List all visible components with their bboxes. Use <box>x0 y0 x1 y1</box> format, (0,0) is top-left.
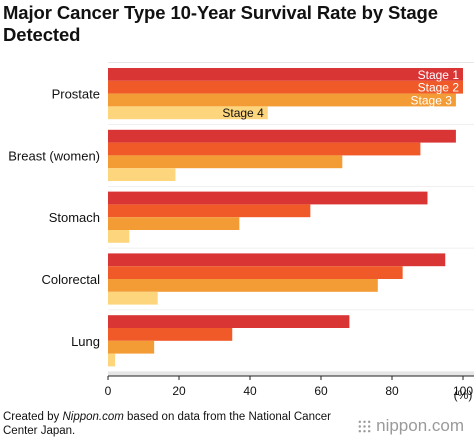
source-prefix: Created by <box>3 411 63 423</box>
x-tick-label: 80 <box>385 384 399 398</box>
category-label: Colorectal <box>41 272 100 287</box>
bar <box>108 230 130 243</box>
source-suffix: based on data from the National Cancer C… <box>3 411 331 437</box>
x-tick-label: 100 <box>453 384 473 398</box>
bar-series <box>108 68 463 367</box>
brand-logo: nippon.com <box>357 416 464 436</box>
x-tick-label: 40 <box>243 384 257 398</box>
category-labels: Prostate Breast (women) Stomach Colorectal L… <box>8 87 100 349</box>
nippon-logo-icon <box>358 420 371 432</box>
bar <box>108 291 158 305</box>
bar <box>108 93 456 107</box>
category-label: Breast (women) <box>8 148 100 163</box>
bar <box>108 80 463 94</box>
bar <box>108 204 311 218</box>
bar <box>108 266 403 279</box>
series-label: Stage 4 <box>222 106 264 120</box>
bar <box>108 328 233 341</box>
bar <box>108 340 155 354</box>
series-label: Stage 3 <box>411 93 453 107</box>
x-tick-label: 20 <box>172 384 186 398</box>
x-tick-label: 60 <box>314 384 328 398</box>
bar <box>108 191 428 205</box>
series-label: Stage 2 <box>418 81 460 95</box>
bar <box>108 253 446 267</box>
source-note: Created by Nippon.com based on data from… <box>3 410 363 438</box>
brand-text: nippon.com <box>376 416 464 435</box>
bar <box>108 106 268 120</box>
bar <box>108 168 176 181</box>
series-label: Stage 1 <box>418 68 460 82</box>
bar <box>108 68 463 81</box>
bar <box>108 315 350 328</box>
bar <box>108 129 456 143</box>
bar <box>108 353 116 367</box>
x-axis-unit: (%) <box>454 388 473 402</box>
chart-title: Major Cancer Type 10-Year Survival Rate … <box>3 2 438 45</box>
category-label: Prostate <box>52 87 100 102</box>
bar <box>108 155 343 169</box>
bar <box>108 279 378 292</box>
x-axis-ticks: 0 20 40 60 80 100 <box>105 376 473 398</box>
category-label: Stomach <box>49 210 100 225</box>
bar <box>108 142 421 156</box>
source-site: Nippon.com <box>62 411 124 423</box>
x-tick-label: 0 <box>105 384 112 398</box>
category-label: Lung <box>71 334 100 349</box>
bar <box>108 217 240 230</box>
